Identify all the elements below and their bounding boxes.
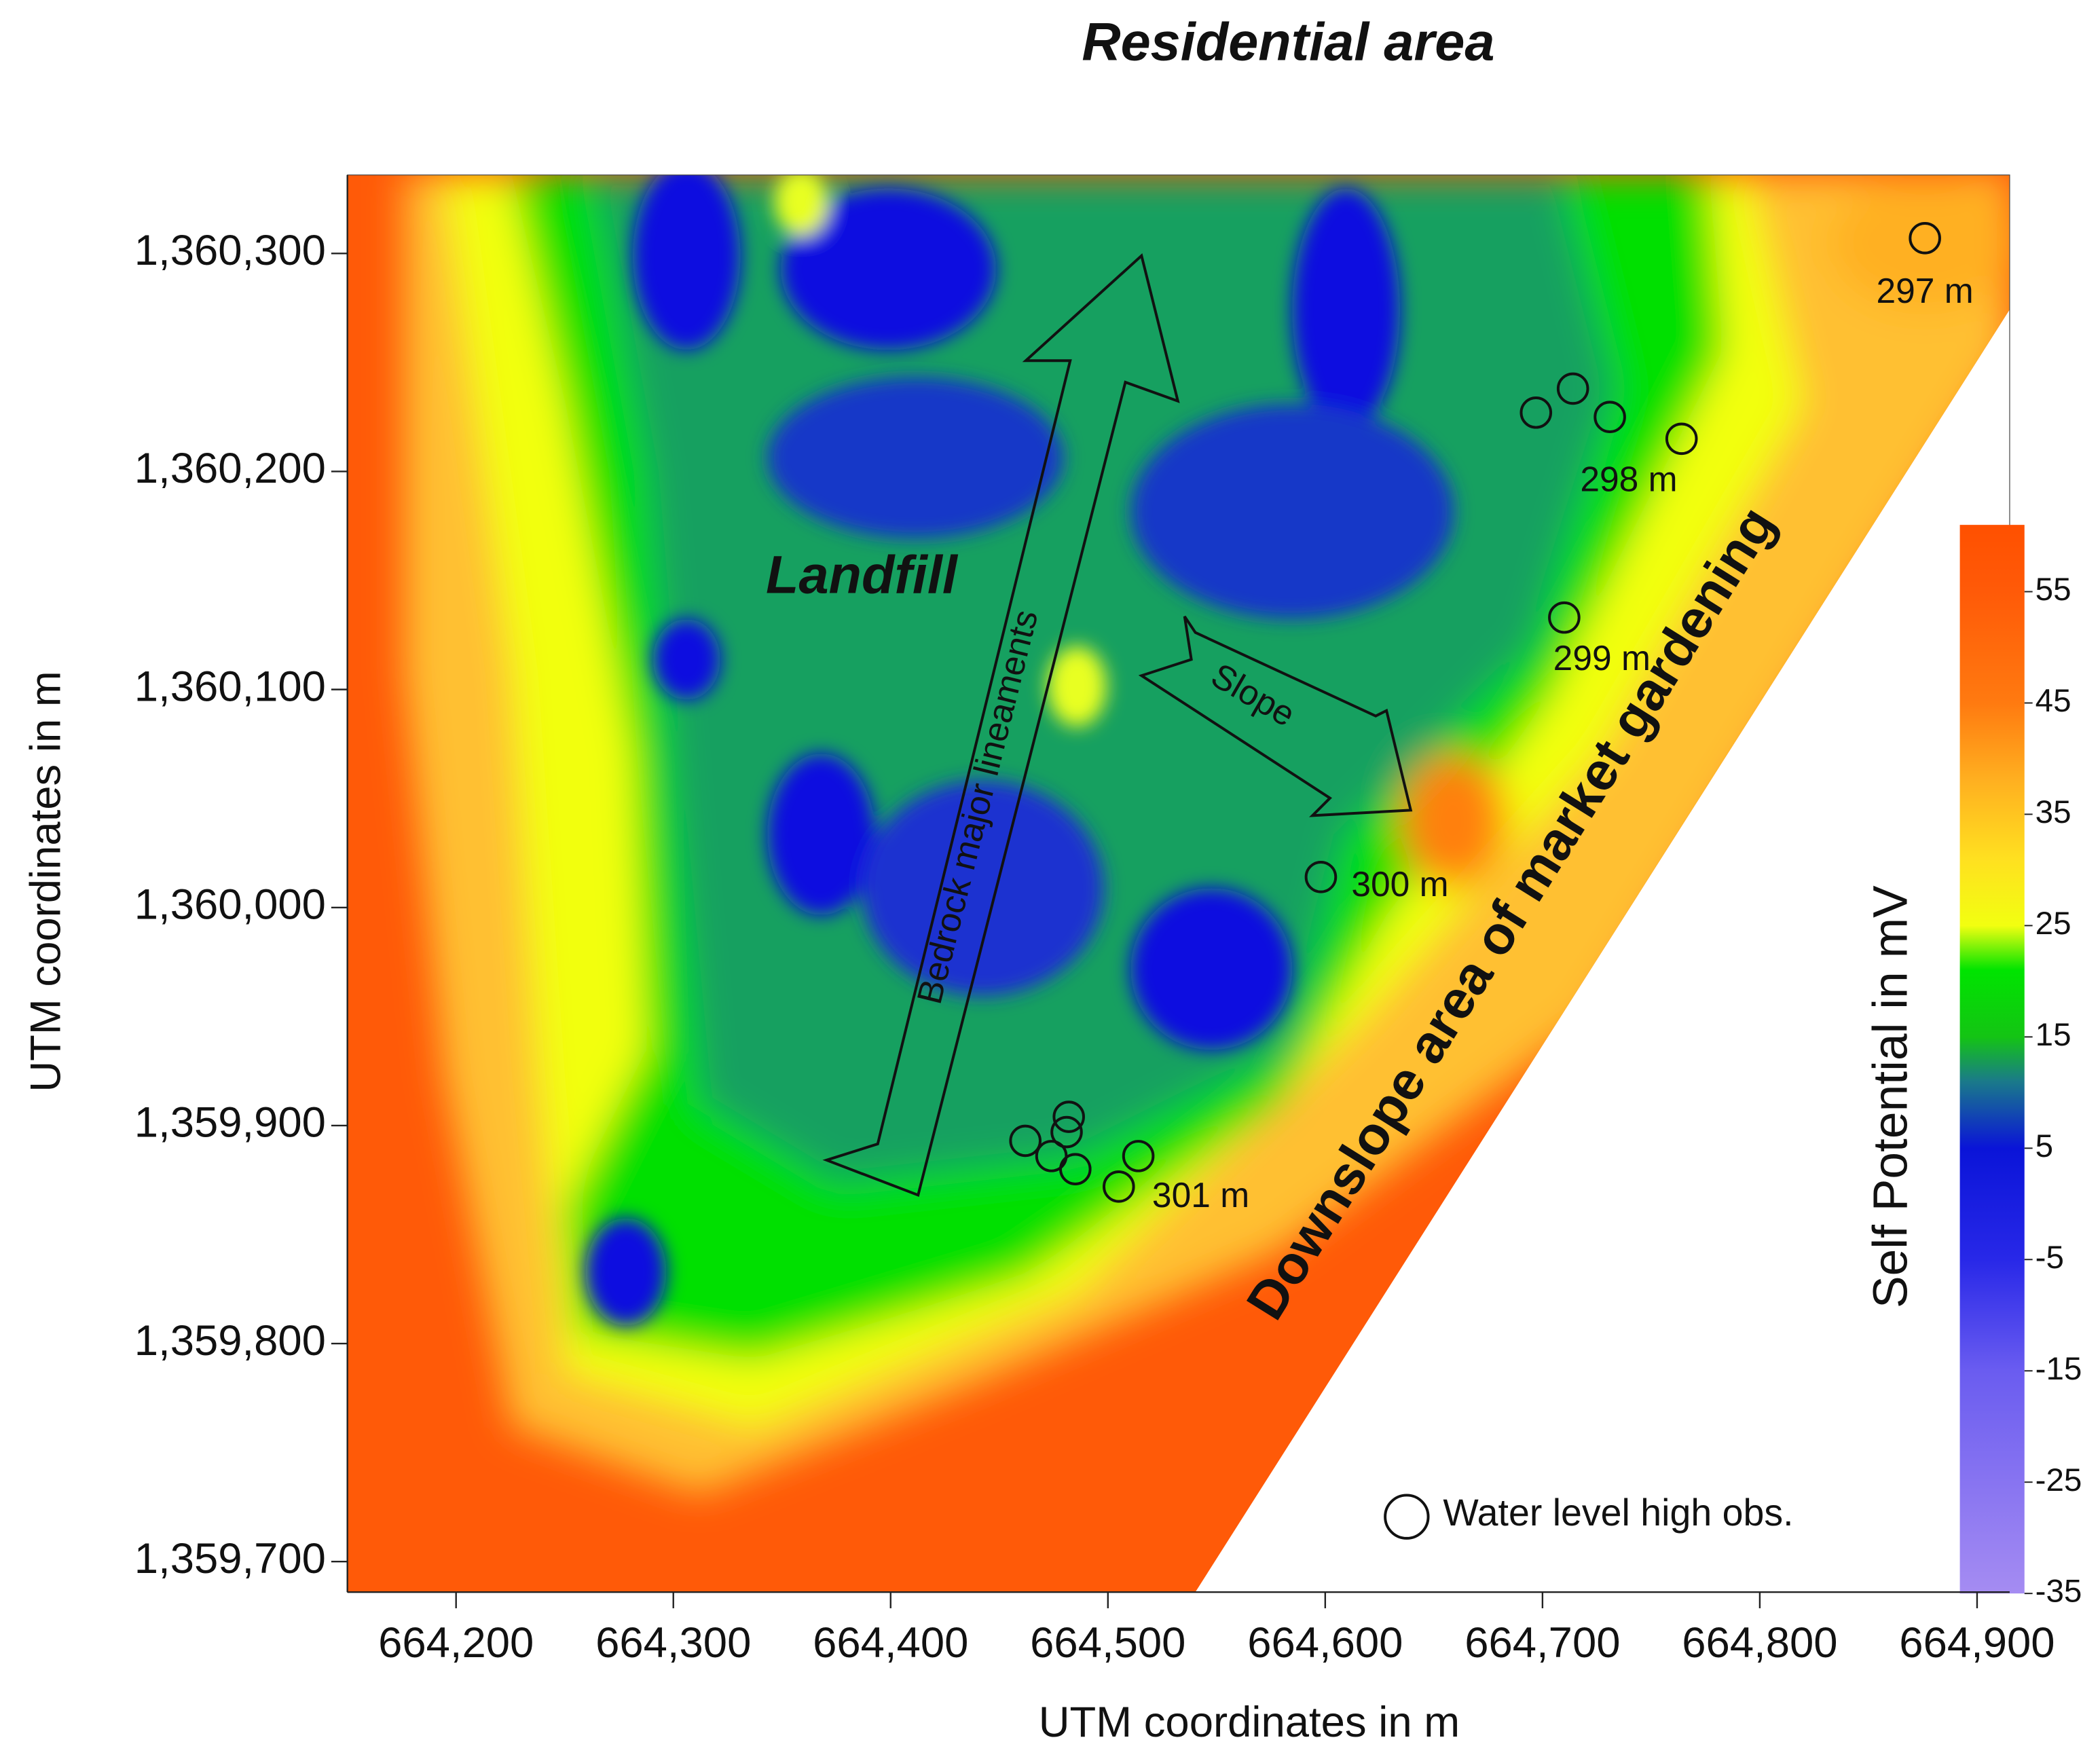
x-axis-label: UTM coordinates in m	[1039, 1699, 1460, 1746]
y-tick-label: 1,360,100	[134, 663, 326, 710]
annotation: 299 m	[1553, 638, 1651, 678]
observation-point	[1556, 372, 1589, 405]
y-tick-label: 1,359,900	[134, 1099, 326, 1147]
y-tick-label: 1,360,000	[134, 881, 326, 929]
colorbar	[1959, 525, 2025, 1594]
y-tick-label: 1,360,300	[134, 227, 326, 274]
observation-point	[1594, 401, 1626, 433]
annotation: 297 m	[1876, 271, 1973, 310]
observation-point	[1103, 1170, 1135, 1203]
observation-point	[1122, 1140, 1155, 1172]
y-tick-label: 1,359,800	[134, 1317, 326, 1365]
x-tick-label: 664,500	[1030, 1619, 1185, 1667]
observation-point	[1665, 422, 1698, 456]
colorbar-tick-label: -25	[2035, 1462, 2082, 1498]
x-tick-label: 664,200	[378, 1619, 534, 1667]
observation-point	[1059, 1153, 1092, 1185]
x-tick-label: 664,900	[1899, 1619, 2055, 1667]
annotation: 301 m	[1152, 1175, 1249, 1215]
colorbar-tick-label: -15	[2035, 1351, 2082, 1387]
field	[347, 174, 2010, 1593]
colorbar-tick-label: 35	[2035, 794, 2071, 830]
annotation: 298 m	[1580, 459, 1677, 498]
observation-point	[1519, 396, 1553, 429]
legend-marker	[1384, 1494, 1430, 1540]
y-tick-label: 1,359,700	[134, 1535, 326, 1582]
y-axis-label: UTM coordinates in m	[22, 671, 69, 1092]
observation-point	[1009, 1124, 1042, 1158]
observation-point	[1909, 222, 1941, 255]
y-tick-label: 1,360,200	[134, 445, 326, 492]
colorbar-tick-label: 5	[2035, 1128, 2053, 1164]
x-tick-label: 664,700	[1465, 1619, 1620, 1667]
colorbar-tick-label: -5	[2035, 1240, 2064, 1276]
annotation: Landfill	[766, 544, 959, 604]
x-tick-label: 664,800	[1682, 1619, 1837, 1667]
observation-point	[1304, 861, 1338, 893]
observation-point	[1050, 1115, 1083, 1149]
slope-arrow	[1138, 615, 1413, 817]
colorbar-tick-label: -35	[2035, 1574, 2082, 1610]
x-tick-label: 664,400	[813, 1619, 968, 1667]
colorbar-tick-label: 55	[2035, 572, 2071, 608]
annotation: 300 m	[1351, 864, 1448, 904]
observation-point	[1548, 601, 1581, 634]
legend-label: Water level high obs.	[1443, 1492, 1793, 1534]
x-tick-label: 664,300	[595, 1619, 751, 1667]
chart-title: Residential area	[1082, 11, 1494, 71]
colorbar-tick-label: 45	[2035, 683, 2071, 719]
colorbar-tick-label: 25	[2035, 906, 2071, 942]
x-tick-label: 664,600	[1247, 1619, 1403, 1667]
colorbar-label: Self Potential in mV	[1863, 885, 1917, 1308]
lineament-arrow	[822, 253, 1180, 1198]
colorbar-tick-label: 15	[2035, 1017, 2071, 1053]
observation-point	[1052, 1100, 1085, 1133]
